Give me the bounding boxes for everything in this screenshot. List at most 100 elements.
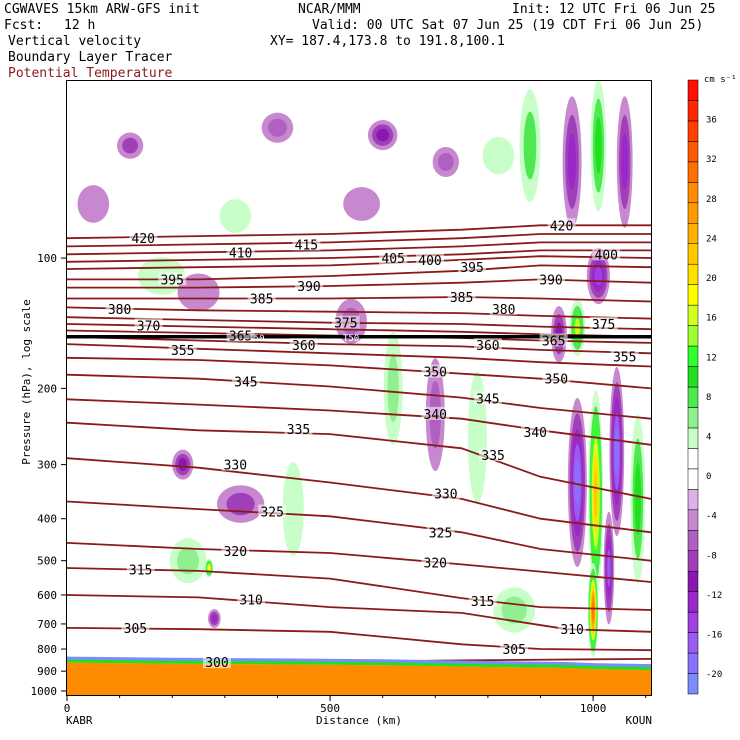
theta-label-bg: [473, 338, 502, 352]
w-cell: [568, 133, 577, 191]
colorbar-label: 28: [706, 195, 717, 205]
y-tick-label: 900: [37, 665, 57, 678]
colorbar-swatch: [687, 591, 699, 613]
colorbar-label: 36: [706, 116, 717, 126]
xy-label: XY= 187.4,173.8 to 191.8,100.1: [270, 34, 505, 49]
w-cell: [592, 601, 595, 619]
theta-label-bg: [202, 655, 231, 669]
theta-label: 400: [595, 248, 618, 263]
theta-label: 350: [424, 366, 447, 381]
theta-label-bg: [292, 237, 321, 251]
x-tick-label: 500: [320, 702, 340, 715]
theta-label-bg: [289, 338, 318, 352]
colorbar-swatch: [687, 673, 699, 695]
theta-label-bg: [426, 525, 455, 539]
theta-label-bg: [247, 291, 276, 305]
w-cell: [178, 458, 188, 472]
theta-label-bg: [447, 289, 476, 303]
theta-label: 420: [550, 219, 573, 234]
colorbar-swatch: [687, 141, 699, 163]
left-endpoint: KABR: [66, 714, 93, 727]
theta-label-bg: [489, 301, 518, 315]
y-tick-label: 300: [37, 459, 57, 472]
theta-label: 355: [613, 351, 636, 366]
colorbar-label: 32: [706, 155, 717, 165]
w-cell: [594, 266, 603, 286]
colorbar-label: -20: [706, 670, 722, 680]
theta-contour: [67, 373, 651, 420]
center-label: NCAR/MMM: [298, 2, 361, 17]
colorbar-swatch: [687, 366, 699, 388]
y-axis-ticks: 100 200 300 400 500 600 700 800 900 1000: [31, 252, 67, 698]
theta-label-bg: [468, 594, 497, 608]
y-tick-label: 1000: [31, 685, 58, 698]
y-tick-label: 600: [37, 589, 57, 602]
theta-label: 355: [171, 344, 194, 359]
colorbar-unit: cm s⁻¹: [704, 75, 737, 85]
theta-label: 340: [524, 426, 547, 441]
w-cell: [207, 565, 211, 571]
theta-label: 375: [592, 318, 615, 333]
theta-contour: [67, 296, 651, 303]
theta-label-bg: [537, 272, 566, 286]
w-cell: [122, 137, 139, 154]
w-cell: [219, 199, 252, 234]
theta-label-bg: [134, 318, 163, 332]
theta-label-bg: [521, 424, 550, 438]
theta-label: 310: [239, 594, 262, 609]
theta-label-bg: [168, 342, 197, 356]
x-tick-label: 0: [64, 702, 71, 715]
theta-label-bg: [221, 544, 250, 558]
theta-contour: [67, 335, 651, 355]
theta-contour: [67, 542, 651, 583]
x-tick-label: 1000: [580, 702, 607, 715]
fcst-value: 12 h: [64, 18, 96, 33]
colorbar-swatch: [687, 243, 699, 265]
colorbar-label: -4: [706, 512, 717, 522]
theta-label: 350: [545, 373, 568, 388]
theta-label: 300: [205, 656, 228, 671]
theta-label: 310: [560, 623, 583, 638]
theta-label-bg: [592, 247, 621, 261]
theta-contour: [67, 398, 651, 446]
colorbar-swatch: [687, 632, 699, 654]
colorbar-label: -16: [706, 631, 722, 641]
theta-label-bg: [479, 447, 508, 461]
theta-label: 330: [434, 488, 457, 503]
w-cell: [523, 111, 537, 180]
theta-label: 380: [492, 303, 515, 318]
colorbar-swatch: [687, 182, 699, 204]
theta-contour: [67, 500, 651, 562]
colorbar: cm s⁻¹ 36 32 28 24 20 16 12 8 4 0 -4 -8 -12 -16 -20: [687, 75, 737, 695]
cross-section-plot: 300 305 305 310 310 315 315 320 320 325 325 330 330 3…: [66, 80, 652, 696]
theta-contour: [67, 457, 651, 534]
theta-label-bg: [237, 592, 266, 606]
theta-label: 370: [137, 319, 160, 334]
theta-label: 325: [429, 526, 452, 541]
y-axis-label: Pressure (hPa), log scale: [20, 299, 33, 465]
colorbar-swatch: [687, 325, 699, 347]
theta-label: 340: [424, 408, 447, 423]
theta-label: 395: [460, 261, 483, 276]
theta-label-bg: [231, 374, 260, 388]
theta-label: 330: [224, 459, 247, 474]
theta-label: 315: [129, 563, 152, 578]
init-label: Init: 12 UTC Fri 06 Jun 25: [512, 2, 716, 17]
colorbar-swatches: [687, 79, 699, 695]
theta-contour: [67, 421, 651, 500]
theta-label: 360: [476, 339, 499, 354]
colorbar-swatch: [687, 100, 699, 122]
colorbar-swatch: [687, 161, 699, 183]
theta-label-bg: [284, 421, 313, 435]
theta-label-bg: [421, 555, 450, 569]
theta-label-bg: [158, 272, 187, 286]
theta-label: 415: [295, 238, 318, 253]
colorbar-swatch: [687, 284, 699, 306]
theta-label-bg: [379, 251, 408, 265]
colorbar-swatch: [687, 304, 699, 326]
theta-label-bg: [539, 333, 568, 347]
w-cell: [226, 492, 255, 516]
theta-label-bg: [421, 364, 450, 378]
w-cell: [594, 469, 598, 518]
colorbar-swatch: [687, 407, 699, 429]
